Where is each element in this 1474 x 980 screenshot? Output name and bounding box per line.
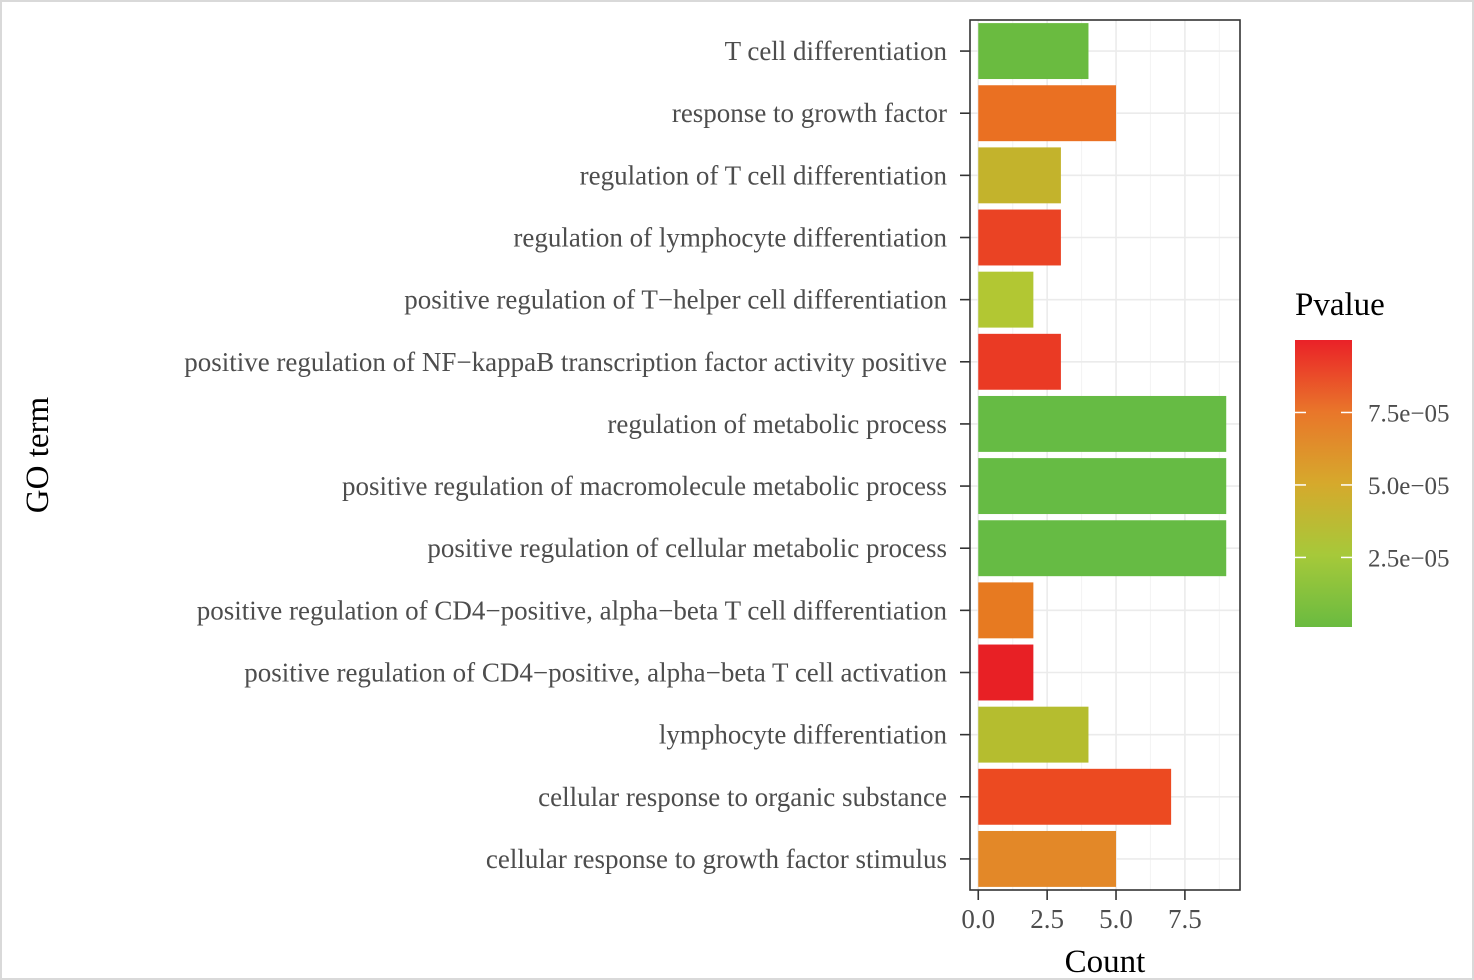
y-tick-label: regulation of T cell differentiation	[580, 160, 948, 190]
x-axis-title: Count	[1065, 944, 1146, 980]
bar	[978, 23, 1089, 80]
y-tick-label: positive regulation of macromolecule met…	[342, 471, 947, 501]
bars	[978, 23, 1227, 887]
y-tick-label: response to growth factor	[672, 98, 947, 128]
bar	[978, 395, 1227, 452]
bar	[978, 706, 1089, 763]
y-tick-label: positive regulation of T−helper cell dif…	[404, 285, 947, 315]
x-tick-label: 5.0	[1099, 904, 1133, 934]
y-tick-label: cellular response to organic substance	[538, 782, 947, 812]
panel-border	[969, 19, 1241, 891]
y-tick-label: regulation of lymphocyte differentiation	[513, 223, 947, 253]
x-tick-label: 2.5	[1030, 904, 1064, 934]
bar	[978, 209, 1061, 266]
legend-colorbar	[1295, 340, 1352, 627]
bar	[978, 768, 1172, 825]
x-tick-label: 0.0	[961, 904, 995, 934]
legend: Pvalue 2.5e−05 5.0e−05 7.5e−05	[1295, 287, 1449, 627]
bar	[978, 333, 1061, 390]
bar	[978, 85, 1117, 142]
y-tick-label: regulation of metabolic process	[607, 409, 947, 439]
bar	[978, 458, 1227, 515]
y-tick-label: positive regulation of NF−kappaB transcr…	[184, 347, 947, 377]
bar	[978, 147, 1061, 204]
legend-tick-label: 2.5e−05	[1368, 545, 1449, 572]
bar	[978, 271, 1034, 328]
y-tick-label: positive regulation of CD4−positive, alp…	[244, 658, 947, 688]
bar	[978, 644, 1034, 701]
y-tick-label: lymphocyte differentiation	[659, 720, 948, 750]
y-axis-title: GO term	[20, 396, 56, 513]
legend-tick-label: 5.0e−05	[1368, 473, 1449, 500]
x-tick-label: 7.5	[1168, 904, 1202, 934]
y-tick-label: positive regulation of CD4−positive, alp…	[197, 595, 948, 625]
bar	[978, 830, 1117, 887]
legend-title: Pvalue	[1295, 287, 1385, 323]
x-axis: 0.0 2.5 5.0 7.5	[961, 890, 1202, 934]
y-axis: T cell differentiation response to growth…	[184, 36, 970, 874]
y-tick-label: T cell differentiation	[725, 36, 948, 66]
bar	[978, 520, 1227, 577]
bar	[978, 582, 1034, 639]
legend-tick-label: 7.5e−05	[1368, 400, 1449, 427]
y-tick-label: cellular response to growth factor stimu…	[486, 844, 947, 874]
y-tick-label: positive regulation of cellular metaboli…	[427, 533, 947, 563]
